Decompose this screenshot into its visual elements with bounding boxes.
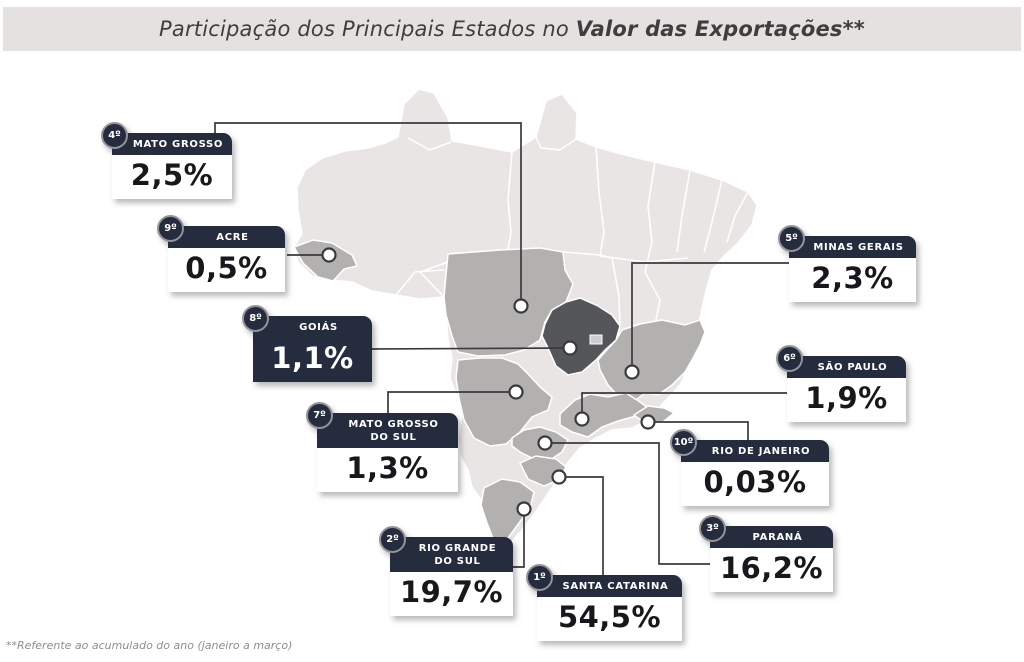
rank-badge: 5º — [778, 225, 805, 252]
rank-badge: 1º — [526, 564, 553, 591]
rank-badge: 4º — [101, 122, 128, 149]
page-title-bold: Valor das Exportações** — [575, 17, 865, 41]
rank-badge: 3º — [699, 515, 726, 542]
state-label-box-acre: 9º ACRE 0,5% — [157, 215, 285, 292]
state-value: 16,2% — [710, 548, 833, 592]
state-rio-grande-do-sul — [480, 478, 535, 552]
map-marker-dots — [321, 247, 656, 517]
state-mato-grosso-do-sul — [455, 357, 553, 447]
connector-lines — [214, 122, 790, 577]
map-marker-dot — [562, 340, 578, 356]
state-name: MATO GROSSO DO SUL — [317, 413, 458, 448]
state-value: 2,3% — [789, 258, 916, 302]
state-label-box-santa-catarina: 1º SANTA CATARINA 54,5% — [526, 564, 682, 641]
state-name: SANTA CATARINA — [537, 575, 682, 597]
state-value: 1,3% — [317, 448, 458, 492]
map-marker-dot — [321, 247, 337, 263]
state-name: SÃO PAULO — [787, 356, 906, 378]
state-label-box-parana: 3º PARANÁ 16,2% — [699, 515, 833, 592]
footnote: **Referente ao acumulado do ano (janeiro… — [6, 639, 293, 652]
state-value: 1,1% — [253, 338, 372, 382]
state-value: 0,03% — [681, 462, 829, 506]
map-marker-dot — [640, 414, 656, 430]
state-mato-grosso — [443, 247, 574, 357]
state-label-box-minas-gerais: 5º MINAS GERAIS 2,3% — [778, 225, 916, 302]
rank-badge: 10º — [670, 429, 697, 456]
state-name: GOIÁS — [253, 316, 372, 338]
rank-badge: 8º — [242, 305, 269, 332]
state-value: 19,7% — [390, 572, 513, 616]
rank-badge: 7º — [306, 402, 333, 429]
map-marker-dot — [513, 298, 529, 314]
map-marker-dot — [574, 411, 590, 427]
state-name: ACRE — [168, 226, 285, 248]
map-marker-dot — [551, 469, 567, 485]
state-label-box-goias: 8º GOIÁS 1,1% — [242, 305, 372, 382]
state-name: MATO GROSSO — [112, 133, 232, 155]
state-value: 54,5% — [537, 597, 682, 641]
state-label-box-mato-grosso: 4º MATO GROSSO 2,5% — [101, 122, 232, 199]
page-title: Participação dos Principais Estados no V… — [159, 17, 865, 41]
state-distrito-federal — [589, 334, 603, 345]
title-bar: Participação dos Principais Estados no V… — [3, 7, 1021, 51]
state-label-box-mato-grosso-do-sul: 7º MATO GROSSO DO SUL 1,3% — [306, 402, 458, 492]
state-label-box-sao-paulo: 6º SÃO PAULO 1,9% — [776, 345, 906, 422]
map-marker-dot — [508, 384, 524, 400]
state-label-box-rio-grande-do-sul: 2º RIO GRANDE DO SUL 19,7% — [379, 526, 513, 616]
map-marker-dot — [537, 435, 553, 451]
state-minas-gerais — [597, 319, 706, 404]
rank-badge: 6º — [776, 345, 803, 372]
state-value: 2,5% — [112, 155, 232, 199]
map-marker-dot — [516, 501, 532, 517]
state-value: 0,5% — [168, 248, 285, 292]
state-name: MINAS GERAIS — [789, 236, 916, 258]
state-name: PARANÁ — [710, 526, 833, 548]
map-marker-dot — [624, 364, 640, 380]
state-goias — [541, 297, 621, 376]
page-title-prefix: Participação dos Principais Estados no — [159, 17, 576, 41]
rank-badge: 2º — [379, 526, 406, 553]
state-name: RIO GRANDE DO SUL — [390, 537, 513, 572]
rank-badge: 9º — [157, 215, 184, 242]
state-label-box-rio-de-janeiro: 10º RIO DE JANEIRO 0,03% — [670, 429, 829, 506]
state-name: RIO DE JANEIRO — [681, 440, 829, 462]
state-value: 1,9% — [787, 378, 906, 422]
